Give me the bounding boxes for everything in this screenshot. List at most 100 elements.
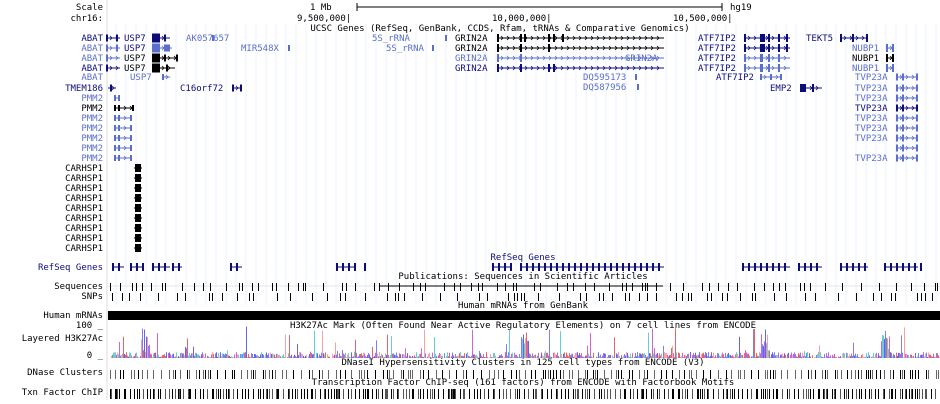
- h3k-signal-bar: [859, 357, 860, 358]
- refseq-dense-track[interactable]: [108, 263, 940, 271]
- gene-exon: [114, 125, 116, 131]
- h3k-signal-bar: [766, 343, 767, 358]
- gene-exon: [778, 64, 780, 72]
- h3k-signal-bar: [888, 349, 889, 358]
- gene-exon: [524, 34, 526, 42]
- h3k27ac-title[interactable]: H3K27Ac Mark (Often Found Near Active Re…: [290, 321, 756, 331]
- h3k-signal-bar: [549, 330, 550, 358]
- dnase-cluster-mark: [169, 370, 170, 379]
- h3k-signal-bar: [731, 356, 732, 358]
- h3k-side-label[interactable]: Layered H3K27Ac: [22, 334, 103, 344]
- tvp23a-label: TVP23A: [855, 114, 888, 124]
- dnase-cluster-mark: [456, 370, 457, 379]
- h3k-signal-bar: [217, 357, 218, 358]
- gene-exon: [162, 74, 164, 80]
- h3k-signal-bar: [877, 357, 878, 358]
- refseq-exon: [532, 263, 534, 271]
- h3k-signal-bar: [455, 354, 456, 358]
- h3k-signal-bar: [794, 352, 795, 358]
- dnase-cluster-mark: [876, 370, 877, 379]
- h3k-signal-bar: [375, 353, 376, 358]
- h3k-signal-bar: [404, 355, 405, 358]
- txn-factor-mark: [367, 389, 368, 399]
- dnase-side-label[interactable]: DNase Clusters: [27, 368, 103, 378]
- h3k-signal-bar: [593, 353, 594, 358]
- human-mrnas-title[interactable]: Human mRNAs from GenBank: [458, 301, 589, 311]
- snp-mark: [932, 293, 933, 301]
- txn-factor-mark: [301, 389, 302, 399]
- sequence-mark: [773, 283, 774, 291]
- txn-factor-mark: [150, 389, 151, 399]
- snp-mark: [158, 293, 159, 301]
- gene-exon: [916, 125, 918, 132]
- sequence-mark: [226, 283, 227, 291]
- h3k-signal-bar: [491, 357, 492, 358]
- txn-factor-mark: [624, 389, 625, 399]
- snp-mark: [559, 293, 560, 301]
- h3k-signal-bar: [803, 356, 804, 358]
- gene-exon: [164, 35, 166, 42]
- refseq-exon: [908, 263, 910, 271]
- h3k-signal-bar: [306, 355, 307, 358]
- txn-factor-mark: [642, 389, 643, 399]
- ruler-position-3: 10,500,000|: [673, 14, 733, 24]
- dnase-title[interactable]: DNaseI Hypersensitivity Clusters in 125 …: [341, 358, 704, 368]
- h3k-signal-bar: [573, 357, 574, 358]
- snps-side-label[interactable]: SNPs: [81, 292, 103, 302]
- snp-mark: [639, 293, 640, 301]
- txn-factor-mark: [117, 389, 118, 399]
- h3k-signal-bar: [127, 356, 128, 358]
- ucsc-genes-title[interactable]: UCSC Genes (RefSeq, GenBank, CCDS, Rfam,…: [310, 24, 689, 34]
- h3k-signal-bar: [700, 357, 701, 358]
- h3k-signal-bar: [152, 357, 153, 358]
- h3k-signal-bar: [746, 352, 747, 358]
- h3k-signal-bar: [512, 353, 513, 358]
- dnase-cluster-mark: [731, 370, 732, 379]
- dnase-cluster-mark: [463, 370, 464, 379]
- txn-factor-mark: [832, 389, 833, 399]
- human-mrnas-side-label[interactable]: Human mRNAs: [43, 311, 103, 321]
- sequences-track[interactable]: [110, 283, 938, 291]
- refseq-side-label[interactable]: RefSeq Genes: [38, 263, 103, 273]
- h3k-signal-bar: [682, 353, 683, 358]
- h3k-signal-bar: [665, 353, 666, 358]
- publications-title[interactable]: Publications: Sequences in Scientific Ar…: [398, 272, 647, 282]
- gene-exon: [135, 164, 141, 172]
- h3k-signal-bar: [537, 356, 538, 358]
- h3k-signal-bar: [150, 354, 151, 358]
- txn-factor-title[interactable]: Transcription Factor ChIP-seq (161 facto…: [312, 378, 735, 388]
- h3k-signal-bar: [924, 357, 925, 358]
- h3k-signal-bar: [339, 353, 340, 358]
- txn-factor-track[interactable]: [110, 389, 936, 399]
- h3k-signal-bar: [916, 357, 917, 358]
- txn-factor-mark: [726, 389, 727, 399]
- txn-factor-mark: [723, 389, 724, 399]
- h3k27ac-signal[interactable]: [110, 327, 940, 358]
- sequence-mark: [242, 283, 243, 291]
- sequence-mark: [399, 283, 400, 291]
- refseq-exon: [652, 263, 654, 271]
- txn-factor-mark: [789, 389, 790, 399]
- human-mrnas-track[interactable]: [108, 311, 940, 320]
- refseq-exon: [772, 263, 774, 271]
- txn-side-label[interactable]: Txn Factor ChIP: [22, 388, 104, 398]
- h3k-signal-bar: [835, 357, 836, 358]
- h3k-signal-bar: [629, 357, 630, 358]
- h3k-signal-bar: [428, 354, 429, 358]
- h3k-signal-bar: [724, 357, 725, 358]
- h3k-signal-bar: [342, 350, 343, 358]
- h3k-signal-bar: [506, 344, 507, 358]
- gene-exon: [135, 194, 141, 202]
- h3k-signal-bar: [927, 357, 928, 358]
- sequences-side-label[interactable]: Sequences: [54, 282, 103, 292]
- refseq-title[interactable]: RefSeq Genes: [490, 253, 555, 263]
- h3k-signal-bar: [760, 353, 761, 358]
- h3k-signal-bar: [871, 357, 872, 358]
- h3k-signal-bar: [368, 353, 369, 358]
- snps-track[interactable]: [112, 293, 933, 301]
- h3k-signal-bar: [861, 355, 862, 358]
- dnase-cluster-mark: [535, 370, 536, 379]
- h3k-signal-bar: [201, 354, 202, 358]
